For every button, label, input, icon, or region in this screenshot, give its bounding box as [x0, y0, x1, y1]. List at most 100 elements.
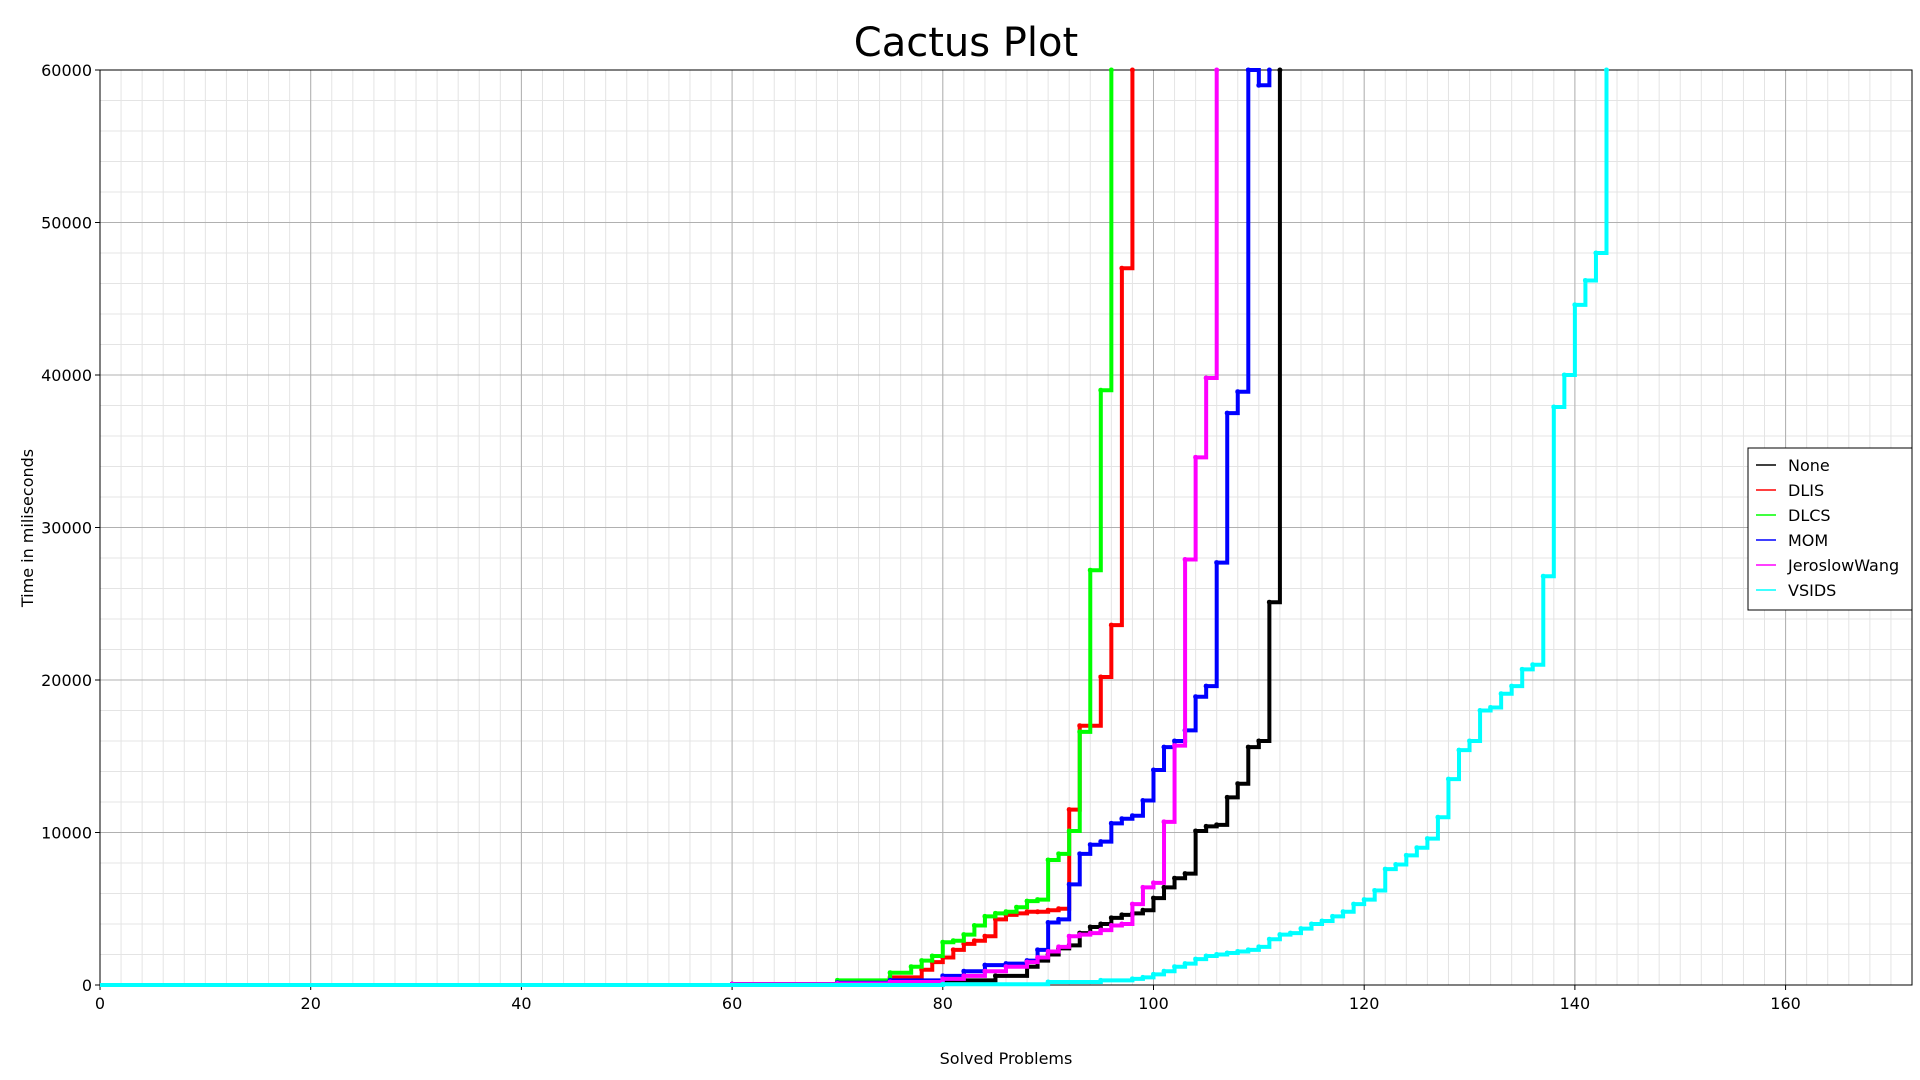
data-point — [1287, 930, 1293, 936]
data-point — [1056, 944, 1062, 950]
data-point — [1172, 964, 1178, 970]
data-point — [1467, 738, 1473, 744]
data-point — [1066, 807, 1072, 813]
data-point — [1309, 921, 1315, 927]
data-point — [1035, 909, 1041, 915]
x-axis-label: Solved Problems — [940, 1049, 1073, 1068]
data-point — [1256, 738, 1262, 744]
data-point — [1077, 851, 1083, 857]
data-point — [1182, 871, 1188, 877]
data-point — [1035, 897, 1041, 903]
data-point — [940, 976, 946, 982]
data-point — [1119, 265, 1125, 271]
data-point — [1014, 904, 1020, 910]
data-point — [1108, 923, 1114, 929]
data-point — [950, 938, 956, 944]
data-point — [1098, 674, 1104, 680]
data-point — [1193, 454, 1199, 460]
data-point — [1098, 977, 1104, 983]
data-point — [940, 939, 946, 945]
data-point — [1150, 895, 1156, 901]
x-tick-label: 160 — [1770, 994, 1801, 1013]
data-point — [1214, 67, 1220, 73]
data-point — [961, 932, 967, 938]
data-point — [982, 962, 988, 968]
data-point — [1603, 67, 1609, 73]
data-point — [1256, 82, 1262, 88]
data-point — [1119, 816, 1125, 822]
data-point — [1203, 823, 1209, 829]
data-point — [1140, 974, 1146, 980]
data-point — [1077, 723, 1083, 729]
y-axis-ticks: 0 10000 20000 30000 40000 50000 60000 — [41, 61, 100, 995]
data-point — [1561, 372, 1567, 378]
data-point — [1172, 875, 1178, 881]
data-point — [1340, 909, 1346, 915]
data-point — [1161, 744, 1167, 750]
data-point — [1530, 662, 1536, 668]
y-tick-label: 30000 — [41, 519, 92, 538]
data-point — [1056, 916, 1062, 922]
data-point — [1045, 907, 1051, 913]
data-point — [1129, 67, 1135, 73]
data-point — [1224, 410, 1230, 416]
data-point — [1045, 948, 1051, 954]
data-point — [1098, 839, 1104, 845]
x-tick-label: 140 — [1560, 994, 1591, 1013]
y-tick-label: 20000 — [41, 671, 92, 690]
data-point — [1003, 909, 1009, 915]
data-point — [1214, 560, 1220, 566]
legend-box — [1747, 447, 1913, 611]
data-point — [1245, 744, 1251, 750]
data-point — [1266, 599, 1272, 605]
x-tick-label: 20 — [301, 994, 321, 1013]
data-point — [1182, 557, 1188, 563]
y-tick-label: 60000 — [41, 61, 92, 80]
data-point — [1077, 729, 1083, 735]
data-point — [1108, 915, 1114, 921]
data-point — [1519, 666, 1525, 672]
legend-entry-label: None — [1788, 456, 1830, 475]
data-point — [1024, 959, 1030, 965]
data-point — [919, 958, 925, 964]
x-tick-label: 60 — [722, 994, 742, 1013]
data-point — [1393, 862, 1399, 868]
data-point — [1140, 797, 1146, 803]
data-point — [1087, 924, 1093, 930]
data-point — [1214, 952, 1220, 957]
data-point — [1108, 820, 1114, 826]
chart-title: Cactus Plot — [854, 20, 1078, 66]
data-point — [982, 913, 988, 919]
data-point — [1445, 776, 1451, 782]
data-point — [1582, 277, 1588, 283]
data-point — [1203, 375, 1209, 381]
data-point — [1572, 302, 1578, 308]
data-point — [1045, 857, 1051, 863]
data-point — [1540, 573, 1546, 579]
y-tick-label: 40000 — [41, 366, 92, 385]
data-point — [940, 981, 946, 987]
data-point — [1256, 944, 1262, 950]
data-point — [1245, 67, 1251, 73]
data-point — [1087, 842, 1093, 848]
data-point — [1235, 948, 1241, 954]
data-point — [1172, 738, 1178, 744]
data-point — [1593, 250, 1599, 256]
data-point — [1509, 683, 1515, 689]
data-point — [1382, 866, 1388, 872]
data-point — [1024, 909, 1030, 915]
data-point — [971, 938, 977, 944]
data-point — [1066, 881, 1072, 887]
data-point — [1119, 912, 1125, 918]
data-point — [1203, 953, 1209, 959]
data-point — [1003, 964, 1009, 970]
data-point — [1193, 828, 1199, 834]
data-point — [1266, 67, 1272, 73]
data-point — [1150, 971, 1156, 977]
data-point — [1035, 947, 1041, 953]
data-point — [1277, 932, 1283, 938]
data-point — [982, 968, 988, 974]
data-point — [1245, 947, 1251, 953]
data-point — [1403, 852, 1409, 858]
data-point — [1066, 933, 1072, 939]
